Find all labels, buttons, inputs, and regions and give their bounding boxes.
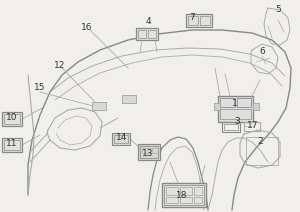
Bar bbox=[2, 138, 22, 152]
Bar bbox=[136, 28, 158, 40]
Bar bbox=[148, 30, 156, 38]
Text: 7: 7 bbox=[189, 13, 195, 21]
Bar bbox=[214, 103, 220, 110]
Bar bbox=[140, 146, 158, 158]
Bar bbox=[246, 137, 278, 165]
Bar bbox=[162, 183, 206, 207]
Text: 15: 15 bbox=[34, 84, 46, 92]
Text: 16: 16 bbox=[81, 24, 93, 32]
Bar bbox=[224, 124, 238, 130]
Bar bbox=[2, 112, 22, 126]
Bar bbox=[220, 98, 235, 107]
Text: 12: 12 bbox=[54, 60, 66, 70]
Bar bbox=[194, 197, 202, 203]
Text: 13: 13 bbox=[142, 148, 154, 158]
Text: 10: 10 bbox=[6, 113, 18, 123]
Bar bbox=[220, 109, 251, 119]
Bar bbox=[194, 187, 202, 195]
Bar bbox=[4, 114, 20, 124]
Bar bbox=[180, 197, 192, 203]
Bar bbox=[122, 95, 136, 103]
Text: 1: 1 bbox=[232, 99, 238, 107]
Bar bbox=[138, 144, 160, 160]
Text: 2: 2 bbox=[257, 138, 263, 146]
Bar bbox=[164, 185, 204, 205]
Text: 3: 3 bbox=[234, 117, 240, 127]
Bar bbox=[4, 140, 20, 150]
Bar bbox=[180, 187, 192, 195]
Bar bbox=[112, 133, 130, 145]
Text: 14: 14 bbox=[116, 134, 128, 142]
Bar bbox=[218, 96, 253, 122]
Bar bbox=[186, 14, 212, 27]
Bar bbox=[152, 148, 158, 153]
Bar bbox=[138, 30, 146, 38]
Bar bbox=[200, 16, 210, 25]
Bar bbox=[142, 148, 150, 153]
Text: 11: 11 bbox=[6, 138, 18, 148]
Text: 18: 18 bbox=[176, 191, 188, 199]
Text: 5: 5 bbox=[275, 6, 281, 14]
Text: 17: 17 bbox=[247, 121, 259, 131]
Bar bbox=[188, 16, 198, 25]
Bar bbox=[166, 197, 178, 203]
Bar bbox=[114, 135, 128, 143]
Bar bbox=[92, 102, 106, 110]
Text: 6: 6 bbox=[259, 47, 265, 57]
Bar bbox=[166, 187, 178, 195]
Bar bbox=[244, 122, 260, 131]
Bar bbox=[237, 98, 251, 107]
Bar bbox=[253, 103, 259, 110]
Text: 4: 4 bbox=[145, 18, 151, 26]
Bar bbox=[222, 122, 240, 132]
